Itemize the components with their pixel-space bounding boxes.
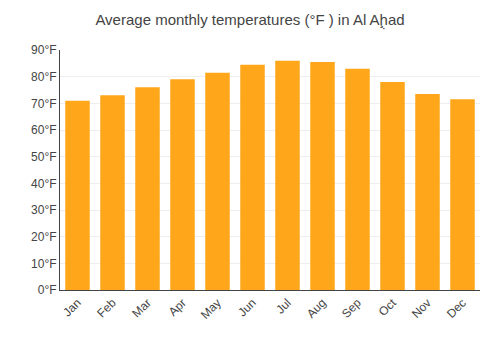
svg-text:Nov: Nov [409,296,434,321]
svg-text:40°F: 40°F [31,177,56,191]
svg-text:90°F: 90°F [31,43,56,57]
svg-text:30°F: 30°F [31,203,56,217]
svg-text:20°F: 20°F [31,230,56,244]
svg-text:Average monthly temperatures (: Average monthly temperatures (°F ) in Al… [95,11,404,30]
svg-text:0°F: 0°F [38,283,57,297]
svg-text:Apr: Apr [166,296,189,319]
svg-text:10°F: 10°F [31,257,56,271]
svg-text:Feb: Feb [94,296,119,321]
svg-text:80°F: 80°F [31,70,56,84]
svg-text:Jul: Jul [273,296,294,317]
svg-text:70°F: 70°F [31,97,56,111]
svg-text:Mar: Mar [129,296,154,321]
svg-text:Jan: Jan [60,296,84,320]
svg-text:May: May [198,296,224,322]
svg-text:Sep: Sep [339,296,364,321]
svg-text:Dec: Dec [444,296,469,321]
svg-text:60°F: 60°F [31,123,56,137]
svg-text:Jun: Jun [235,296,259,320]
svg-text:Aug: Aug [304,296,329,321]
svg-text:50°F: 50°F [31,150,56,164]
svg-text:Oct: Oct [376,295,400,319]
